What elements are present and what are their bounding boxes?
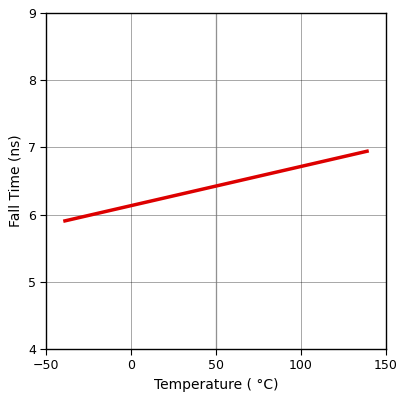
Y-axis label: Fall Time (ns): Fall Time (ns): [9, 135, 22, 227]
X-axis label: Temperature ( °C): Temperature ( °C): [153, 378, 277, 392]
